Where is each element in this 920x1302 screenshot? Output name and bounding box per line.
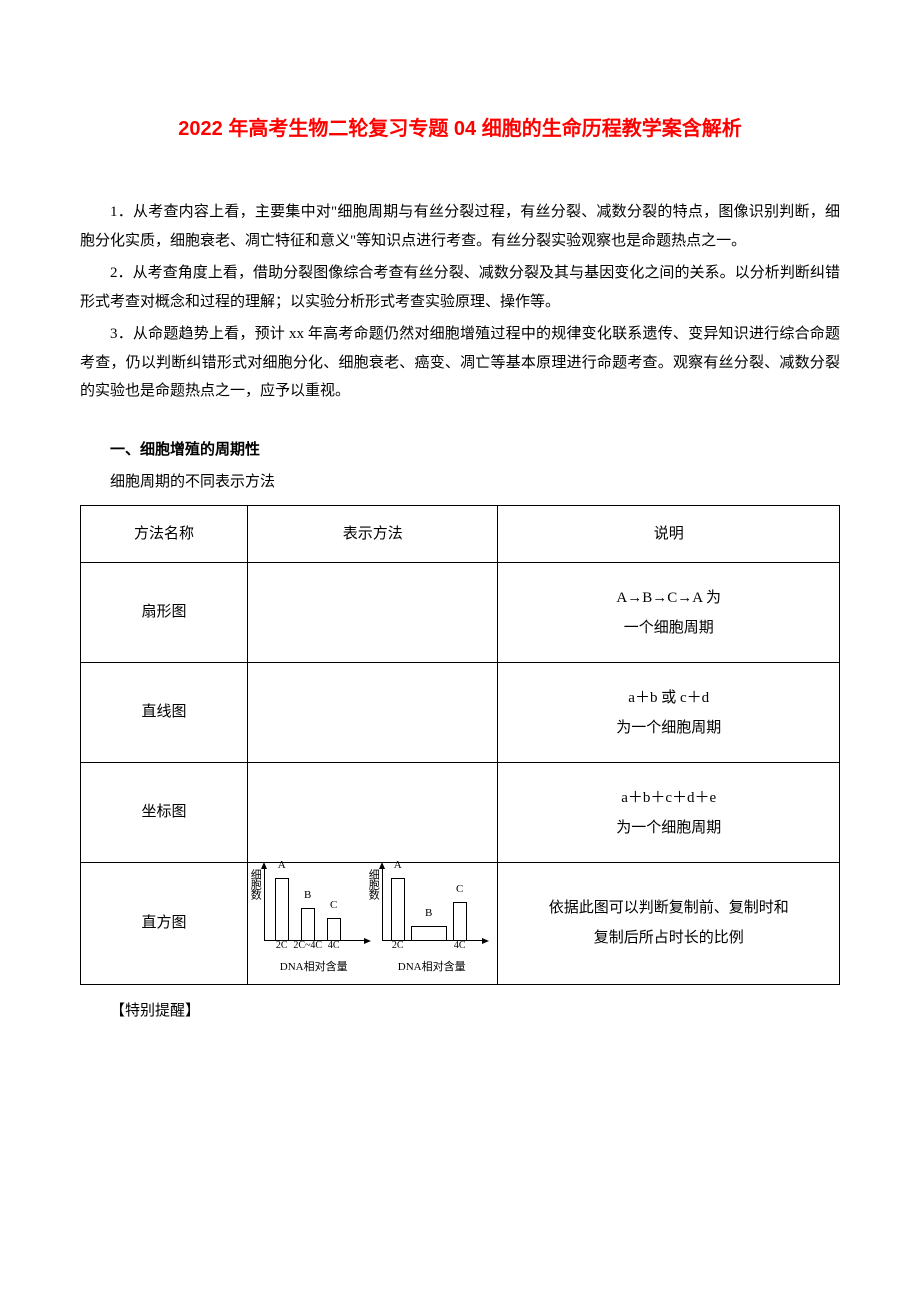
- paragraph-2: 2．从考查角度上看，借助分裂图像综合考查有丝分裂、减数分裂及其与基因变化之间的关…: [80, 259, 840, 316]
- histogram-tick: 4C: [454, 936, 466, 955]
- histogram-bar-label: A: [278, 855, 286, 876]
- hist-ylabel: 细胞数: [367, 869, 379, 899]
- paragraph-3: 3．从命题趋势上看，预计 xx 年高考命题仍然对细胞增殖过程中的规律变化联系遗传…: [80, 320, 840, 406]
- histogram-bar-label: A: [394, 855, 402, 876]
- method-description: A→B→C→A 为 一个细胞周期: [498, 563, 840, 663]
- hist-ylabel: 细胞数: [249, 869, 261, 899]
- table-row: 直线图 a＋b 或 c＋d 为一个细胞周期: [81, 663, 840, 763]
- table-row: 直方图 细胞数 ABC2C2C~4C4C DNA相对含量 细胞数: [81, 863, 840, 985]
- page-title: 2022 年高考生物二轮复习专题 04 细胞的生命历程教学案含解析: [80, 110, 840, 148]
- table-header-description: 说明: [498, 505, 840, 563]
- arrow-up-icon: [261, 862, 267, 869]
- histogram-left: 细胞数 ABC2C2C~4C4C DNA相对含量: [264, 869, 364, 978]
- desc-line: 为一个细胞周期: [506, 813, 831, 843]
- method-name: 扇形图: [81, 563, 248, 663]
- method-diagram: [247, 763, 497, 863]
- footer-note: 【特别提醒】: [80, 997, 840, 1026]
- methods-table: 方法名称 表示方法 说明 扇形图 A→B→C→A 为 一个细胞周期 直线图 a＋…: [80, 505, 840, 985]
- histogram-tick: 4C: [328, 936, 340, 955]
- table-header-representation: 表示方法: [247, 505, 497, 563]
- histogram-right: 细胞数 ABC2C4C DNA相对含量: [382, 869, 482, 978]
- method-diagram: [247, 663, 497, 763]
- hist-xlabel: DNA相对含量: [398, 957, 466, 978]
- histogram-bar-label: C: [456, 879, 463, 900]
- histogram-bar-label: B: [304, 885, 311, 906]
- method-diagram-histogram: 细胞数 ABC2C2C~4C4C DNA相对含量 细胞数 ABC2C4C DNA…: [247, 863, 497, 985]
- arrow-right-icon: [364, 938, 371, 944]
- method-diagram: [247, 563, 497, 663]
- method-description: a＋b＋c＋d＋e 为一个细胞周期: [498, 763, 840, 863]
- method-name: 直线图: [81, 663, 248, 763]
- hist-xlabel: DNA相对含量: [280, 957, 348, 978]
- histogram-bar-label: B: [425, 903, 432, 924]
- table-row: 扇形图 A→B→C→A 为 一个细胞周期: [81, 563, 840, 663]
- desc-line: 依据此图可以判断复制前、复制时和: [506, 893, 831, 923]
- method-name: 直方图: [81, 863, 248, 985]
- arrow-up-icon: [379, 862, 385, 869]
- method-name: 坐标图: [81, 763, 248, 863]
- table-header-row: 方法名称 表示方法 说明: [81, 505, 840, 563]
- histogram-tick: 2C: [276, 936, 288, 955]
- table-row: 坐标图 a＋b＋c＋d＋e 为一个细胞周期: [81, 763, 840, 863]
- desc-line: 复制后所占时长的比例: [506, 923, 831, 953]
- method-description: a＋b 或 c＋d 为一个细胞周期: [498, 663, 840, 763]
- arrow-right-icon: [482, 938, 489, 944]
- section-heading-1: 一、细胞增殖的周期性: [80, 436, 840, 465]
- method-description: 依据此图可以判断复制前、复制时和 复制后所占时长的比例: [498, 863, 840, 985]
- desc-line: 一个细胞周期: [506, 613, 831, 643]
- desc-line: 为一个细胞周期: [506, 713, 831, 743]
- histogram-bar: [453, 902, 467, 940]
- section-subheading-1: 细胞周期的不同表示方法: [80, 468, 840, 497]
- desc-line: a＋b＋c＋d＋e: [506, 783, 831, 813]
- paragraph-1: 1．从考查内容上看，主要集中对"细胞周期与有丝分裂过程，有丝分裂、减数分裂的特点…: [80, 198, 840, 255]
- desc-line: a＋b 或 c＋d: [506, 683, 831, 713]
- histogram-tick: 2C~4C: [293, 936, 322, 955]
- histogram-bar: [411, 926, 447, 940]
- desc-line: A→B→C→A 为: [506, 583, 831, 613]
- histogram-bar: [275, 878, 289, 940]
- histogram-bar: [391, 878, 405, 940]
- histogram-tick: 2C: [392, 936, 404, 955]
- histogram-bar-label: C: [330, 895, 337, 916]
- table-header-method: 方法名称: [81, 505, 248, 563]
